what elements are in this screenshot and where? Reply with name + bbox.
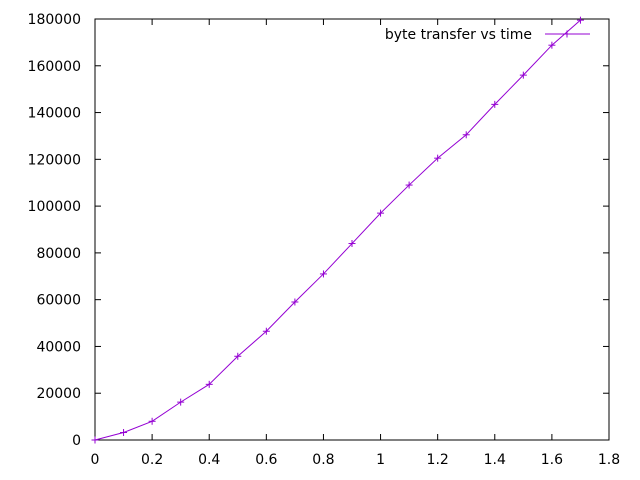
y-tick-label: 60000 bbox=[36, 293, 81, 309]
x-tick-label: 0.6 bbox=[255, 452, 277, 468]
data-point-marker bbox=[548, 41, 556, 49]
data-point-marker bbox=[405, 181, 413, 189]
data-point-marker bbox=[434, 154, 442, 162]
x-tick-label: 0.2 bbox=[141, 452, 163, 468]
data-point-marker bbox=[519, 71, 527, 79]
legend-marker bbox=[563, 30, 571, 38]
data-point-marker bbox=[148, 417, 156, 425]
legend-label: byte transfer vs time bbox=[385, 27, 532, 43]
plot-frame bbox=[94, 18, 610, 441]
data-point-marker bbox=[234, 352, 242, 360]
x-tick-label: 1.2 bbox=[427, 452, 449, 468]
y-tick-label: 20000 bbox=[36, 386, 81, 402]
data-point-marker bbox=[262, 327, 270, 335]
y-tick-label: 100000 bbox=[28, 199, 81, 215]
y-tick-label: 120000 bbox=[28, 152, 81, 168]
y-tick-label: 40000 bbox=[36, 339, 81, 355]
data-point-marker bbox=[291, 298, 299, 306]
y-tick-label: 160000 bbox=[28, 59, 81, 75]
data-point-marker bbox=[576, 16, 584, 24]
series-layer bbox=[91, 16, 584, 444]
x-tick-label: 0 bbox=[91, 452, 100, 468]
data-point-marker bbox=[91, 436, 99, 444]
data-point-marker bbox=[205, 380, 213, 388]
y-tick-label: 0 bbox=[72, 433, 81, 449]
x-tick-label: 1.8 bbox=[598, 452, 620, 468]
series-line bbox=[94, 19, 581, 441]
x-tick-label: 0.4 bbox=[198, 452, 220, 468]
y-tick-label: 80000 bbox=[36, 246, 81, 262]
data-point-marker bbox=[177, 398, 185, 406]
legend: byte transfer vs time bbox=[385, 27, 590, 43]
data-point-marker bbox=[462, 131, 470, 139]
data-point-marker bbox=[491, 100, 499, 108]
axis-ticks: 0 0.2 0.4 0.6 0.8 1 1.2 1.4 1.6 1.8 0 20000 40000 600… bbox=[28, 12, 621, 468]
data-point-marker bbox=[377, 209, 385, 217]
data-point-marker bbox=[348, 240, 356, 248]
x-tick-label: 1 bbox=[376, 452, 385, 468]
data-point-marker bbox=[120, 429, 128, 437]
x-tick-label: 1.6 bbox=[541, 452, 563, 468]
y-tick-label: 140000 bbox=[28, 106, 81, 122]
x-tick-label: 1.4 bbox=[484, 452, 506, 468]
x-tick-label: 0.8 bbox=[312, 452, 334, 468]
data-point-marker bbox=[319, 270, 327, 278]
y-tick-label: 180000 bbox=[28, 12, 81, 28]
